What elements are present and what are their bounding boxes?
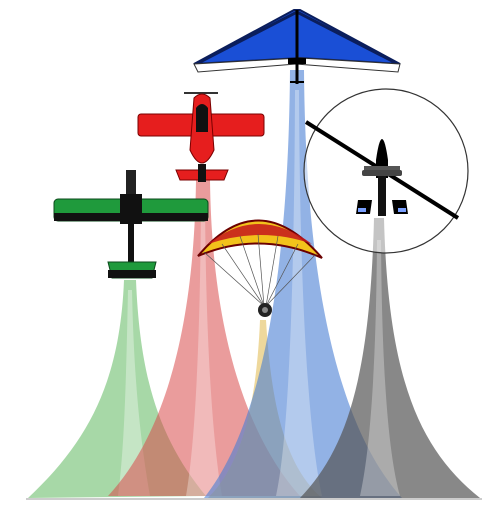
gray-trail — [300, 218, 480, 498]
hang-glider-icon — [193, 9, 401, 84]
gyrocopter-icon — [303, 88, 469, 254]
trainer-plane-icon — [53, 170, 209, 279]
paramotor-icon — [197, 219, 323, 317]
blue-trail — [204, 70, 402, 498]
aerobatic-plane-icon — [137, 92, 265, 182]
smoke-trails — [28, 70, 480, 498]
